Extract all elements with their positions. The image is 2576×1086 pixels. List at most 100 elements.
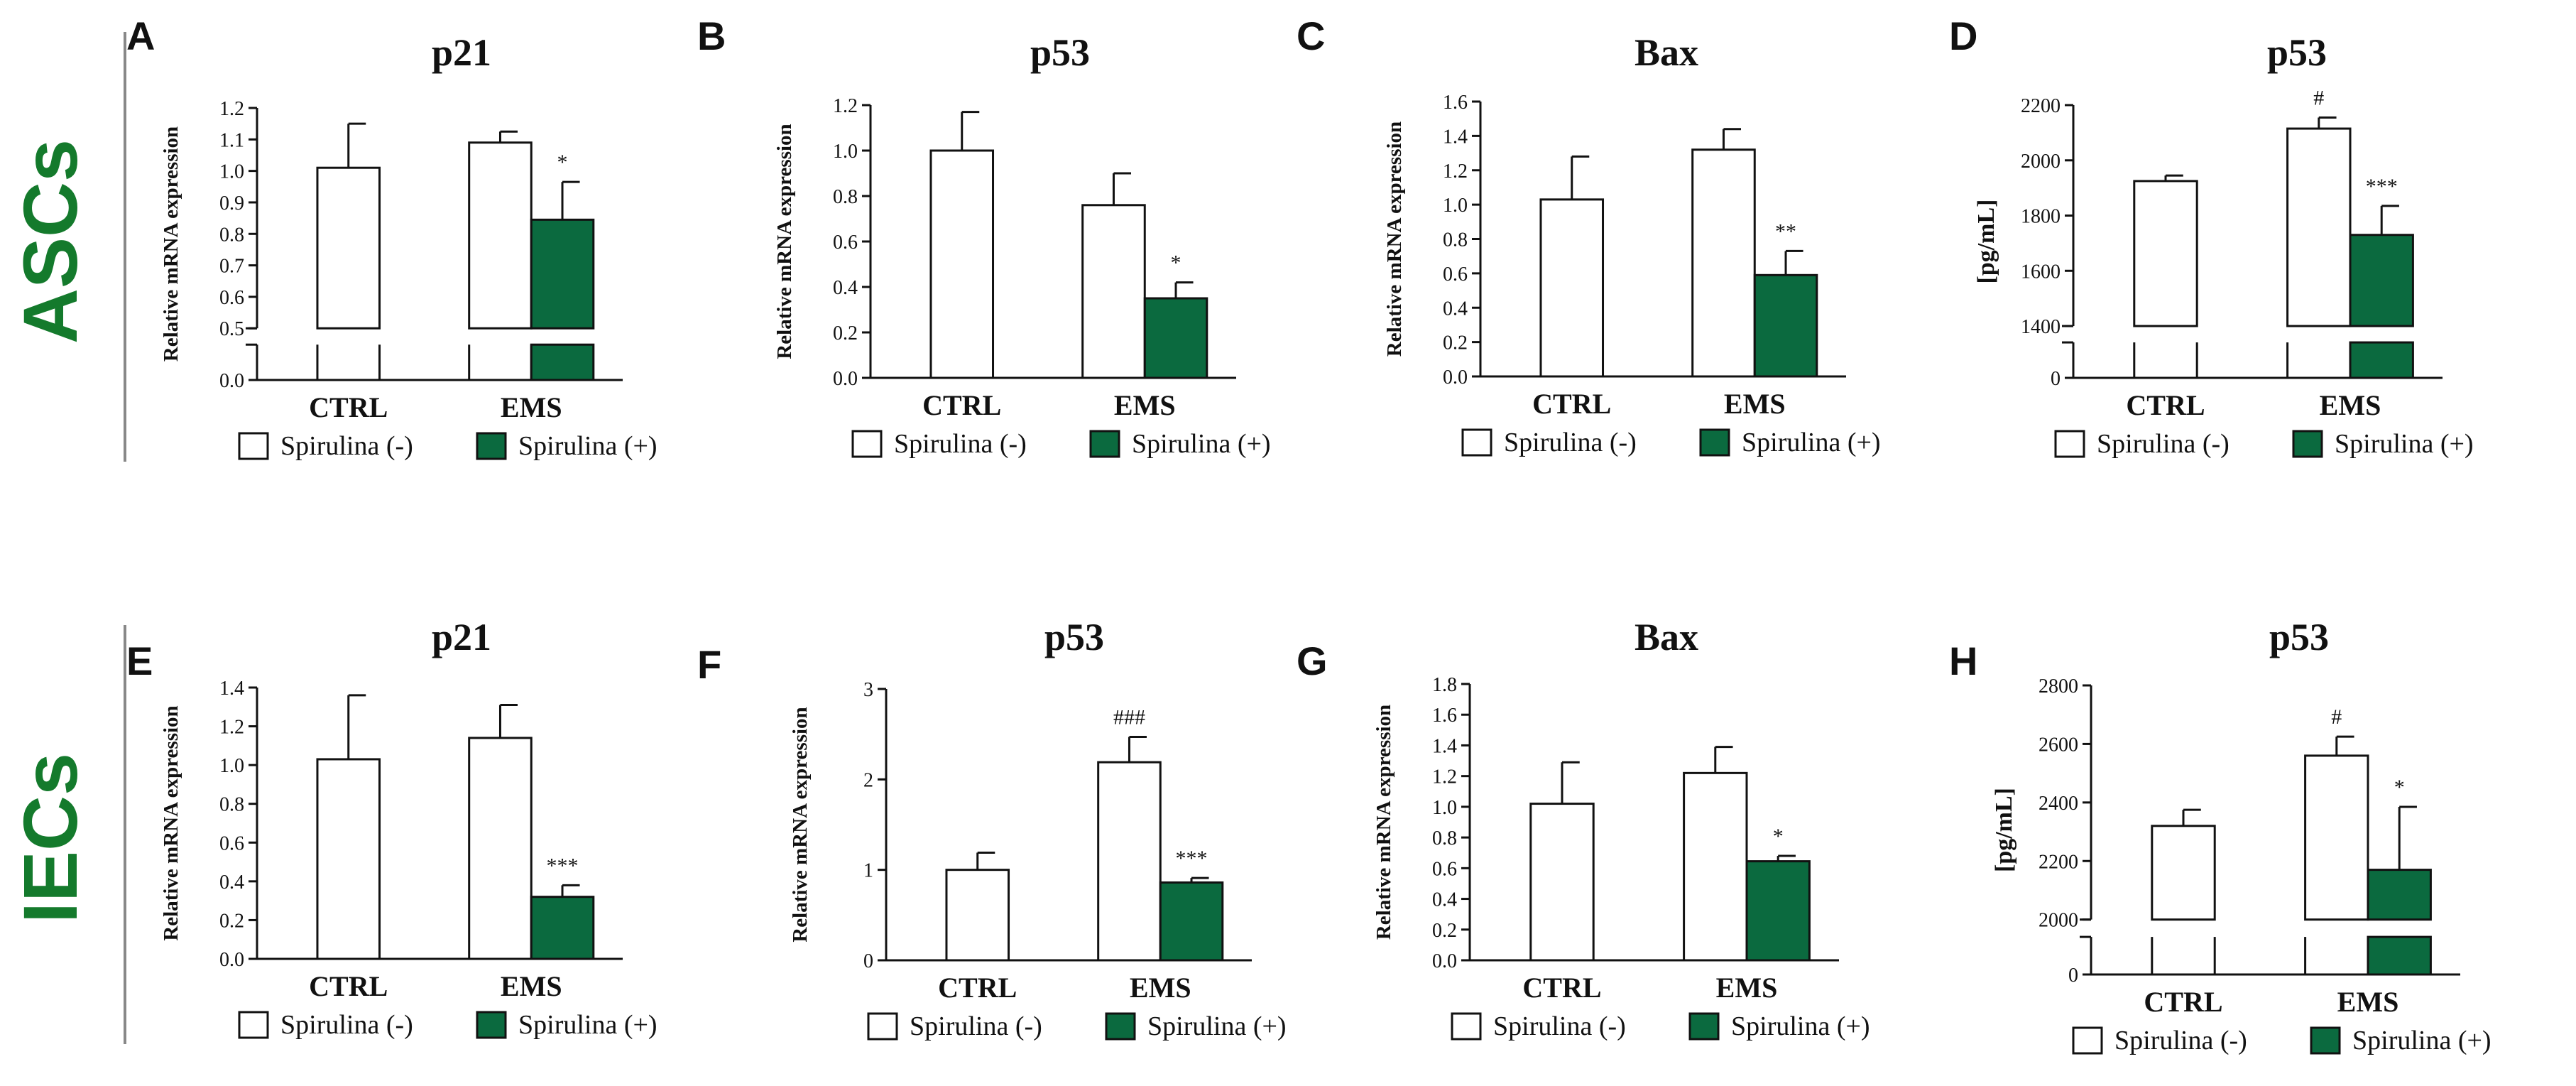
bar [945, 869, 1010, 962]
y-tick-label: 2400 [2039, 793, 2078, 815]
y-tick-label: 0.6 [219, 287, 244, 309]
y-tick-label: 1.4 [1443, 126, 1468, 148]
y-axis-label: Relative mRNA expression [1372, 705, 1395, 940]
y-tick-label: 0.9 [219, 192, 244, 215]
legend-swatch-minus [867, 1012, 898, 1041]
legend-label-minus: Spirulina (-) [2114, 1026, 2247, 1055]
bar [2151, 825, 2216, 921]
significance-label: ** [1775, 219, 1796, 243]
panel-letter: H [1949, 639, 1977, 683]
chart-title: Bax [1634, 616, 1698, 658]
y-tick-label: 2000 [2021, 151, 2061, 173]
x-tick-label: CTRL [309, 970, 388, 1002]
legend-swatch-minus [238, 1011, 269, 1039]
legend-label-plus: Spirulina (+) [1147, 1011, 1287, 1041]
y-tick-label: 0.8 [833, 186, 858, 208]
panel-letter: F [697, 642, 721, 687]
bar [530, 343, 595, 381]
bar [1691, 148, 1756, 378]
bar [1081, 204, 1146, 379]
y-tick-label: 0.4 [219, 871, 244, 894]
bar [316, 166, 381, 330]
y-axis-label: Relative mRNA expression [160, 705, 182, 940]
chart-title: p21 [432, 616, 491, 658]
y-tick-label: 0 [2051, 368, 2061, 390]
legend-label-minus: Spirulina (-) [894, 429, 1027, 459]
y-tick-label: 0.0 [219, 370, 244, 392]
y-tick-label: 1.4 [219, 678, 244, 700]
row-label-iecs-text: IECs [7, 753, 93, 923]
y-tick-label: 1.8 [1432, 674, 1457, 696]
y-tick-label: 0.6 [833, 232, 858, 254]
y-tick-label: 2200 [2039, 851, 2078, 873]
x-tick-label: EMS [1716, 972, 1778, 1004]
panel-letter: G [1297, 639, 1328, 683]
y-tick-label: 1.0 [219, 161, 244, 183]
significance-label: *** [1176, 847, 1208, 870]
bar [1529, 803, 1595, 962]
y-tick-label: 1.2 [1443, 161, 1468, 183]
x-tick-label: CTRL [938, 972, 1017, 1004]
chart-title: p53 [1044, 616, 1104, 658]
chart-title: p53 [2267, 31, 2327, 74]
legend-label-minus: Spirulina (-) [1493, 1011, 1626, 1041]
x-tick-label: CTRL [2144, 986, 2222, 1018]
bar [316, 758, 381, 960]
legend-label-plus: Spirulina (+) [518, 1010, 657, 1040]
bar [1745, 860, 1811, 962]
bar [2304, 754, 2369, 921]
y-tick-label: 1 [863, 860, 873, 882]
x-tick-label: EMS [1114, 389, 1176, 421]
y-tick-label: 0.8 [1443, 229, 1468, 251]
y-tick-label: 1.6 [1432, 705, 1457, 727]
legend-swatch-minus [851, 430, 883, 458]
bar [1143, 297, 1208, 379]
significance-label: * [557, 151, 568, 174]
chart-title: Bax [1634, 31, 1698, 74]
y-tick-label: 2 [863, 769, 873, 791]
significance-label: # [2331, 705, 2342, 729]
legend-swatch-plus [476, 432, 507, 460]
y-tick-label: 0.0 [1432, 950, 1457, 972]
bar [468, 737, 533, 960]
x-tick-label: CTRL [2126, 389, 2205, 421]
y-tick-label: 0.8 [1432, 827, 1457, 849]
legend-label-plus: Spirulina (+) [518, 431, 657, 461]
legend-swatch-plus [1105, 1012, 1136, 1041]
legend-label-plus: Spirulina (+) [2335, 429, 2474, 459]
legend-swatch-minus [2072, 1026, 2103, 1055]
x-tick-label: CTRL [1532, 388, 1611, 420]
y-tick-label: 1.2 [833, 95, 858, 117]
legend-swatch-plus [1688, 1012, 1720, 1041]
x-tick-label: CTRL [309, 391, 388, 423]
y-tick-label: 0.2 [219, 910, 244, 932]
panel-letter: D [1949, 13, 1977, 58]
x-tick-label: EMS [2320, 389, 2381, 421]
bar [530, 896, 595, 960]
y-axis-label: Relative mRNA expression [773, 124, 796, 359]
y-tick-label: 0 [2068, 965, 2078, 987]
chart-g: G Bax Relative mRNA expression 0.0 0.2 0.4 0.6… [1297, 616, 1870, 1041]
x-tick-label: EMS [501, 970, 562, 1002]
x-tick-label: EMS [501, 391, 562, 423]
panel-letter: A [126, 13, 155, 58]
significance-label: * [1171, 251, 1181, 275]
chart-title: p53 [1030, 31, 1090, 74]
y-tick-label: 2600 [2039, 734, 2078, 756]
bar [2349, 234, 2414, 327]
legend-label-minus: Spirulina (-) [1504, 428, 1637, 457]
y-tick-label: 1400 [2021, 316, 2061, 338]
y-axis-label: Relative mRNA expression [1383, 121, 1406, 357]
y-tick-label: 1.1 [219, 129, 244, 151]
legend-swatch-minus [238, 432, 269, 460]
y-tick-label: 1.4 [1432, 735, 1457, 757]
y-tick-label: 1.2 [219, 98, 244, 120]
y-tick-label: 0.6 [219, 832, 244, 854]
significance-label: * [2394, 776, 2405, 799]
